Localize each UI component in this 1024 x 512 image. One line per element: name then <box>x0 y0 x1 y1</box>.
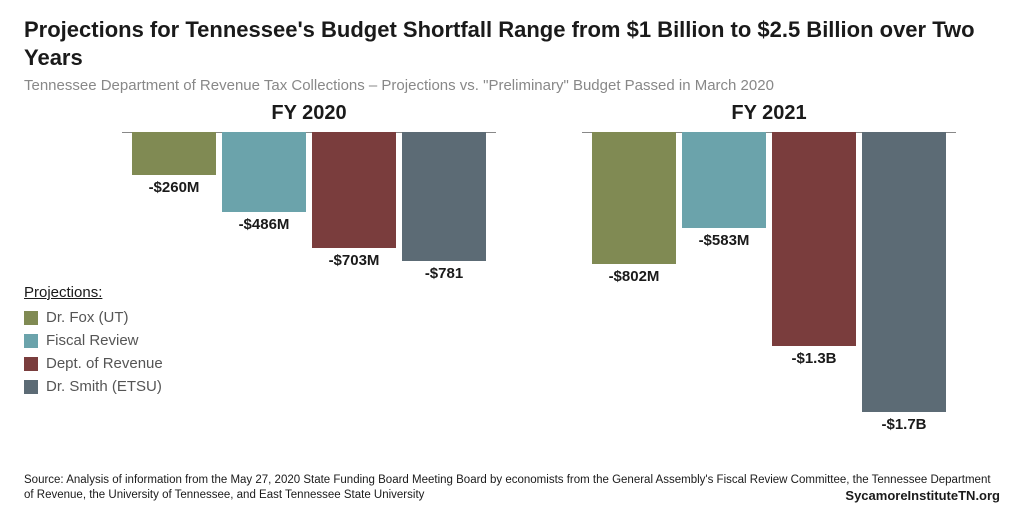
bar <box>222 132 306 212</box>
bar-label: -$802M <box>594 268 674 285</box>
bar-label: -$583M <box>684 232 764 249</box>
legend-swatch <box>24 334 38 348</box>
bar-label: -$1.7B <box>864 416 944 433</box>
legend-swatch <box>24 357 38 371</box>
bar <box>682 132 766 228</box>
bar <box>592 132 676 264</box>
bar <box>312 132 396 248</box>
legend-label: Dr. Smith (ETSU) <box>46 378 162 395</box>
legend-swatch <box>24 380 38 394</box>
footer: Source: Analysis of information from the… <box>24 473 1000 504</box>
bar-label: -$781 <box>404 265 484 282</box>
bar-label: -$260M <box>134 179 214 196</box>
group-label: FY 2021 <box>719 102 819 125</box>
bar-label: -$1.3B <box>774 350 854 367</box>
page-title: Projections for Tennessee's Budget Short… <box>24 16 1000 71</box>
legend-item: Dr. Smith (ETSU) <box>24 378 163 395</box>
group-label: FY 2020 <box>259 102 359 125</box>
site-credit: SycamoreInstituteTN.org <box>845 488 1000 504</box>
bar <box>132 132 216 175</box>
legend-label: Fiscal Review <box>46 332 139 349</box>
legend-swatch <box>24 311 38 325</box>
legend-item: Dept. of Revenue <box>24 355 163 372</box>
legend-item: Fiscal Review <box>24 332 163 349</box>
bar-label: -$486M <box>224 216 304 233</box>
bar <box>862 132 946 412</box>
legend: Projections: Dr. Fox (UT) Fiscal Review De… <box>24 284 163 401</box>
legend-label: Dept. of Revenue <box>46 355 163 372</box>
legend-label: Dr. Fox (UT) <box>46 309 129 326</box>
legend-title: Projections: <box>24 284 163 301</box>
page-subtitle: Tennessee Department of Revenue Tax Coll… <box>24 77 1000 94</box>
bar <box>402 132 486 261</box>
bar-label: -$703M <box>314 252 394 269</box>
legend-item: Dr. Fox (UT) <box>24 309 163 326</box>
chart-area: FY 2020 -$260M -$486M -$703M -$781 FY 2021 -$8… <box>24 102 1000 422</box>
bar <box>772 132 856 346</box>
